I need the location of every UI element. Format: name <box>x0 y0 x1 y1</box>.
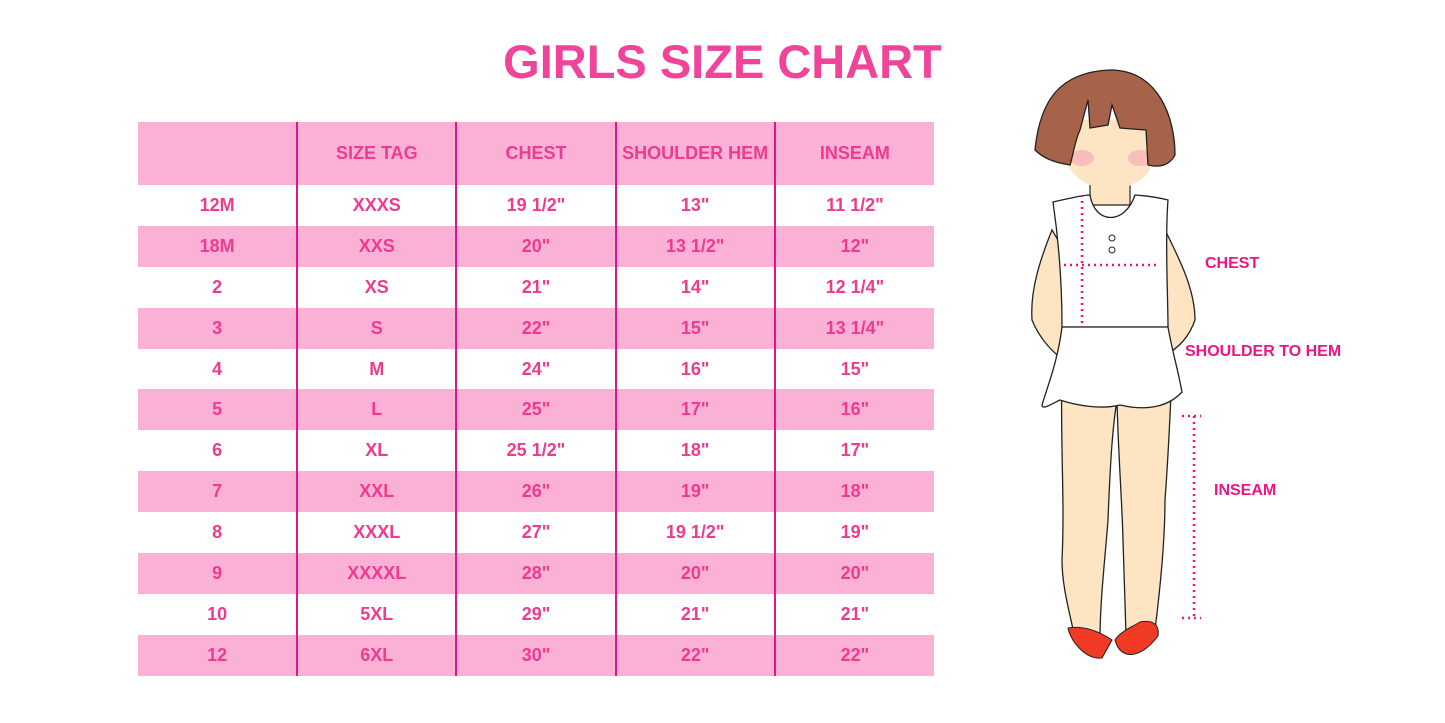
table-cell: 12M <box>199 194 235 215</box>
table-cell: 22" <box>614 634 775 676</box>
table-cell: 21" <box>614 593 775 635</box>
table-cell: 2 <box>212 276 223 297</box>
table-cell: 14" <box>614 266 775 308</box>
table-cell: 28" <box>455 553 616 594</box>
table-cell: 18" <box>614 430 775 472</box>
table-cell: 15" <box>773 348 934 390</box>
table-cell: 16" <box>614 348 775 390</box>
table-row: 18M XXS 20" 13 1/2" 12" <box>138 225 934 267</box>
table-cell: 21" <box>455 266 616 308</box>
table-cell: XXXL <box>296 512 457 554</box>
table-cell: 25" <box>455 389 616 431</box>
table-cell: XL <box>296 430 457 472</box>
skirt <box>1041 326 1183 409</box>
table-row: 12M XXXS 19 1/2" 13" 11 1/2" <box>138 185 934 226</box>
right-shoe <box>1114 620 1159 655</box>
table-cell: 3 <box>212 317 223 338</box>
header-cell: INSEAM <box>773 122 934 185</box>
table-cell: 18" <box>773 471 934 513</box>
table-cell: 5XL <box>296 593 457 635</box>
table-cell: 26" <box>455 471 616 513</box>
page-title: GIRLS SIZE CHART <box>0 34 1445 89</box>
table-cell: 10 <box>207 603 228 624</box>
table-cell: 5 <box>212 399 223 420</box>
table-cell: 11 1/2" <box>773 185 934 226</box>
table-cell: 19" <box>773 512 934 554</box>
table-cell: 20" <box>455 225 616 267</box>
size-table: SIZE TAG CHEST SHOULDER HEM INSEAM 12M XX… <box>138 122 934 676</box>
table-cell: 12" <box>773 225 934 267</box>
header-cell: SHOULDER HEM <box>614 122 775 185</box>
table-row: 8 XXXL 27" 19 1/2" 19" <box>138 512 934 554</box>
table-row: 2 XS 21" 14" 12 1/4" <box>138 266 934 308</box>
inseam-label: INSEAM <box>1214 482 1277 499</box>
chest-label: CHEST <box>1205 255 1260 272</box>
hair <box>1034 69 1176 167</box>
table-cell: 4 <box>212 358 223 379</box>
table-row: 6 XL 25 1/2" 18" 17" <box>138 430 934 472</box>
table-cell: 8 <box>212 522 223 543</box>
table-row: 12 6XL 30" 22" 22" <box>138 634 934 676</box>
table-row: 5 L 25" 17" 16" <box>138 389 934 431</box>
table-cell: 12 1/4" <box>773 266 934 308</box>
table-cell: 21" <box>773 593 934 635</box>
table-cell: L <box>296 389 457 431</box>
table-cell: XXL <box>296 471 457 513</box>
table-cell: XS <box>296 266 457 308</box>
table-cell: XXXS <box>296 185 457 226</box>
table-cell: 13 1/4" <box>773 307 934 349</box>
table-cell: XXXXL <box>296 553 457 594</box>
table-cell: 12 <box>207 644 228 665</box>
table-cell: 7 <box>212 481 223 502</box>
table-cell: 20" <box>614 553 775 594</box>
table-cell: 18M <box>199 235 235 256</box>
shoulder-to-hem-label: SHOULDER TO HEM <box>1185 343 1342 360</box>
table-row: 3 S 22" 15" 13 1/4" <box>138 307 934 349</box>
table-cell: 20" <box>773 553 934 594</box>
table-cell: 13" <box>614 185 775 226</box>
table-cell: 6XL <box>296 634 457 676</box>
table-row: 7 XXL 26" 19" 18" <box>138 471 934 513</box>
table-cell: 22" <box>773 634 934 676</box>
table-row: 10 5XL 29" 21" 21" <box>138 593 934 635</box>
left-shoe <box>1067 626 1113 659</box>
right-leg <box>1116 368 1173 636</box>
table-cell: 19 1/2" <box>455 185 616 226</box>
table-cell: 30" <box>455 634 616 676</box>
table-cell: 27" <box>455 512 616 554</box>
table-cell: 19 1/2" <box>614 512 775 554</box>
table-cell: 17" <box>614 389 775 431</box>
table-cell: 25 1/2" <box>455 430 616 472</box>
table-cell: 24" <box>455 348 616 390</box>
header-cell: CHEST <box>455 122 616 185</box>
table-cell: 15" <box>614 307 775 349</box>
table-row: 4 M 24" 16" 15" <box>138 348 934 390</box>
table-header-row: SIZE TAG CHEST SHOULDER HEM INSEAM <box>138 122 934 185</box>
header-cell: SIZE TAG <box>296 122 457 185</box>
table-cell: XXS <box>296 225 457 267</box>
table-cell: 6 <box>212 440 223 461</box>
table-cell: 22" <box>455 307 616 349</box>
table-cell: 16" <box>773 389 934 431</box>
table-cell: 13 1/2" <box>614 225 775 267</box>
table-cell: 9 <box>212 562 223 583</box>
title-text: GIRLS SIZE CHART <box>503 35 942 88</box>
table-cell: 19" <box>614 471 775 513</box>
table-cell: M <box>296 348 457 390</box>
left-leg <box>1060 368 1118 641</box>
shirt <box>1052 194 1169 328</box>
table-cell: 17" <box>773 430 934 472</box>
table-cell: 29" <box>455 593 616 635</box>
table-row: 9 XXXXL 28" 20" 20" <box>138 553 934 594</box>
table-cell: S <box>296 307 457 349</box>
